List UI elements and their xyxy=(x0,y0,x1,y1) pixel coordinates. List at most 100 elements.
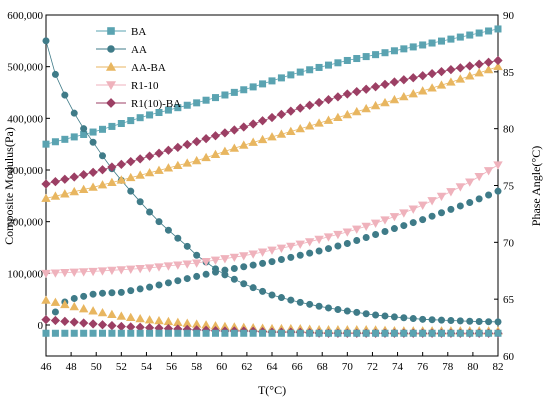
data-point xyxy=(343,307,351,315)
data-point xyxy=(146,111,154,119)
data-point xyxy=(447,329,455,337)
data-point xyxy=(191,155,202,165)
data-point xyxy=(381,312,389,320)
data-point xyxy=(240,280,248,288)
data-point xyxy=(146,208,154,216)
data-point xyxy=(174,277,182,285)
data-point xyxy=(475,29,483,37)
data-point xyxy=(295,123,305,133)
data-point xyxy=(182,139,192,150)
data-point xyxy=(323,233,334,242)
data-point xyxy=(465,61,475,71)
data-point xyxy=(163,262,174,271)
x-tick-label: 46 xyxy=(41,361,53,373)
data-point xyxy=(361,222,371,231)
data-point xyxy=(212,329,220,337)
y2-tick-label: 65 xyxy=(503,294,515,306)
data-point xyxy=(135,265,145,274)
data-point xyxy=(220,146,230,155)
data-point xyxy=(212,94,220,102)
data-point xyxy=(126,265,136,274)
data-point xyxy=(229,253,240,262)
y2-tick-label: 80 xyxy=(503,124,515,136)
data-point xyxy=(372,311,380,319)
data-point xyxy=(475,318,483,326)
y-tick-label: 100,000 xyxy=(7,268,43,280)
data-point xyxy=(399,75,409,85)
data-point xyxy=(210,131,221,141)
data-point xyxy=(353,55,361,63)
data-point xyxy=(362,53,370,61)
data-point xyxy=(50,315,61,326)
x-tick-label: 76 xyxy=(417,361,429,373)
data-point xyxy=(126,156,136,167)
data-point xyxy=(42,37,50,45)
data-point xyxy=(240,329,248,337)
x-tick-label: 66 xyxy=(292,361,304,373)
data-point xyxy=(107,177,117,186)
data-point xyxy=(323,95,334,105)
data-point xyxy=(79,318,89,328)
data-point xyxy=(117,288,125,296)
data-point xyxy=(268,291,276,299)
data-point xyxy=(183,101,191,109)
data-point xyxy=(276,129,287,138)
data-point xyxy=(154,263,164,272)
x-tick-label: 50 xyxy=(91,361,103,373)
x-tick-label: 64 xyxy=(267,361,279,373)
data-point xyxy=(370,219,381,228)
data-point xyxy=(193,251,201,259)
data-point xyxy=(201,258,211,267)
data-point xyxy=(163,163,174,172)
data-point xyxy=(370,100,381,110)
data-point xyxy=(409,315,417,323)
legend-label: R1(10)-BA xyxy=(131,98,181,110)
data-point xyxy=(163,145,174,155)
data-point xyxy=(51,138,59,146)
legend-marker xyxy=(105,81,117,91)
data-point xyxy=(240,86,248,94)
data-point xyxy=(136,329,144,337)
data-point xyxy=(389,77,400,87)
x-tick-label: 58 xyxy=(191,361,203,373)
data-point xyxy=(117,329,125,337)
x-tick-label: 60 xyxy=(216,361,228,373)
data-point xyxy=(135,154,145,164)
data-point xyxy=(126,312,136,321)
data-point xyxy=(116,311,127,320)
data-point xyxy=(333,230,343,240)
data-point xyxy=(107,266,117,276)
data-point xyxy=(154,165,164,174)
data-point xyxy=(193,329,201,337)
data-point xyxy=(80,292,88,300)
data-point xyxy=(483,64,494,74)
data-point xyxy=(268,258,276,266)
data-point xyxy=(229,125,239,135)
data-point xyxy=(97,267,108,276)
data-point xyxy=(372,329,380,337)
data-point xyxy=(324,329,332,337)
data-point xyxy=(306,300,314,308)
data-point xyxy=(306,66,314,74)
y-tick-label: 200,000 xyxy=(7,217,43,229)
data-point xyxy=(315,329,323,337)
data-point xyxy=(314,97,324,108)
data-point xyxy=(249,329,257,337)
data-point xyxy=(41,269,51,279)
data-point xyxy=(390,225,398,233)
data-point xyxy=(155,109,163,117)
data-point xyxy=(41,295,51,304)
data-point xyxy=(155,218,163,226)
data-point xyxy=(41,193,51,202)
data-point xyxy=(380,79,390,89)
data-point xyxy=(277,294,285,302)
data-point xyxy=(304,121,315,130)
data-point xyxy=(296,68,304,76)
data-point xyxy=(136,198,144,206)
data-point xyxy=(315,63,323,71)
data-point xyxy=(79,170,89,180)
data-point xyxy=(456,202,464,210)
data-point xyxy=(428,212,436,220)
data-point xyxy=(267,246,277,255)
legend-label: AA xyxy=(131,44,147,56)
